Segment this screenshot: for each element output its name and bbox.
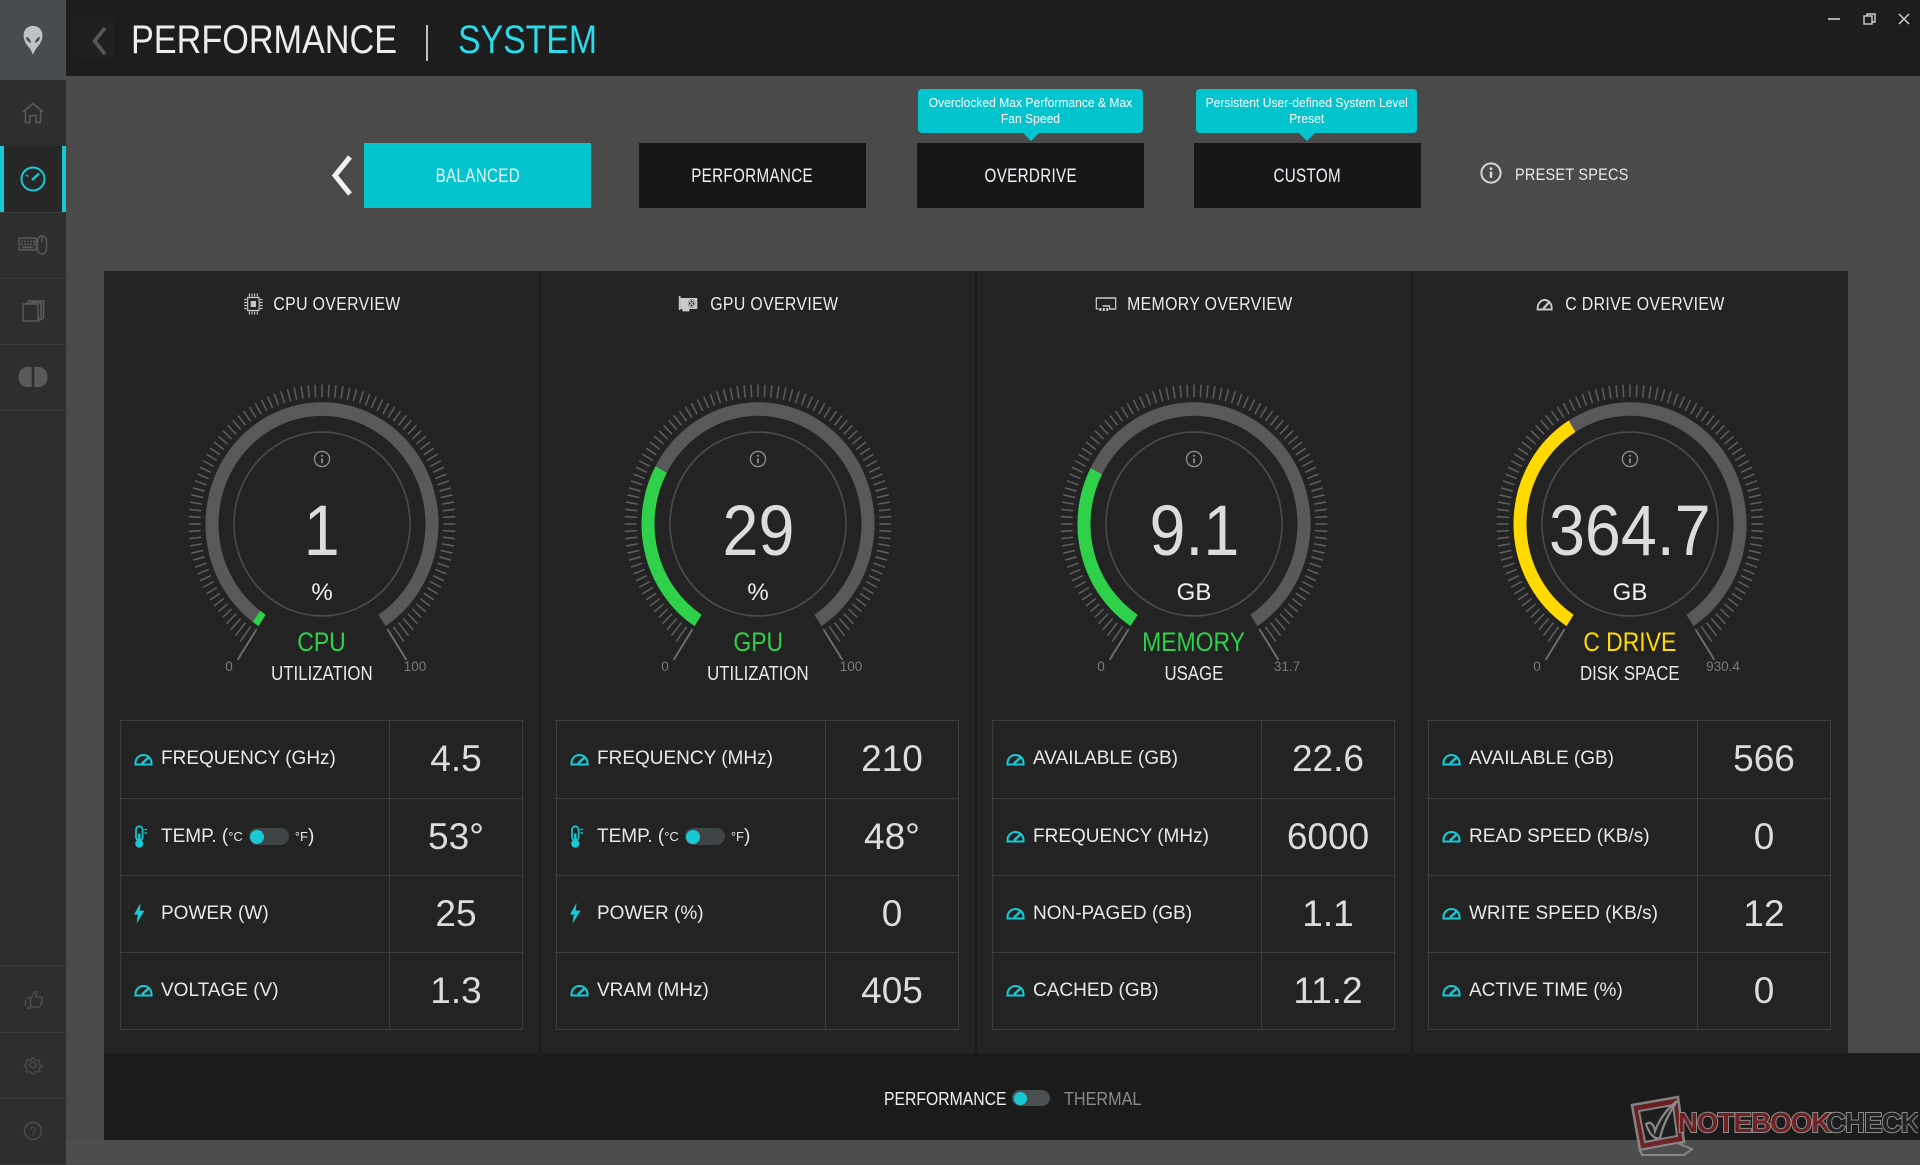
svg-text:0: 0 xyxy=(1533,659,1541,674)
svg-text:?: ? xyxy=(30,1125,37,1139)
svg-text:31.7: 31.7 xyxy=(1274,659,1300,674)
svg-text:CHECK: CHECK xyxy=(1826,1107,1918,1138)
svg-text:100: 100 xyxy=(404,659,427,674)
svg-text:0: 0 xyxy=(1097,659,1105,674)
svg-text:0: 0 xyxy=(225,659,233,674)
svg-text:100: 100 xyxy=(840,659,863,674)
svg-text:NOTEBOOK: NOTEBOOK xyxy=(1678,1107,1831,1138)
svg-text:0: 0 xyxy=(661,659,669,674)
svg-text:930.4: 930.4 xyxy=(1706,659,1740,674)
